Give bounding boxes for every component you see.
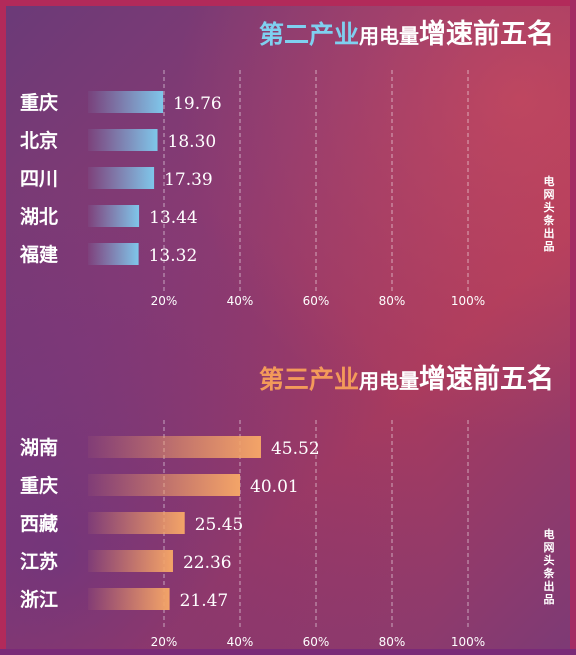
category-label: 四川 [20,168,58,190]
category-label: 浙江 [20,588,58,611]
title-highlight: 第三产业 [258,365,359,394]
x-tick-label: 20% [151,635,178,649]
bar [88,167,155,189]
category-label: 西藏 [20,512,58,535]
data-label: 45.52 [271,439,320,459]
data-label: 19.76 [173,94,222,114]
x-tick-label: 60% [303,294,330,308]
x-tick-label: 100% [451,635,485,649]
category-label: 重庆 [20,474,58,497]
x-tick-label: 80% [379,294,406,308]
data-label: 21.47 [180,591,229,611]
data-label: 18.30 [168,132,217,152]
frame-bottom [0,649,576,655]
x-tick-label: 60% [303,635,330,649]
watermark: 电网头条出品 [543,175,555,253]
bar [88,550,173,572]
chart-title-secondary-industry: 第二产业用电量增速前五名 [259,12,554,51]
bar [88,588,170,610]
data-label: 13.44 [149,208,198,228]
x-tick-label: 20% [151,294,178,308]
chart-title-tertiary-industry: 第三产业用电量增速前五名 [259,357,554,396]
bar [88,91,164,113]
frame-right [570,0,576,655]
bar [88,205,140,227]
title-mid: 用电量 [359,24,419,48]
category-label: 北京 [20,129,58,152]
title-big: 增速前五名 [419,19,554,50]
data-label: 17.39 [164,170,213,190]
bar [88,129,158,151]
title-mid: 用电量 [359,369,419,393]
data-label: 22.36 [183,553,232,573]
title-big: 增速前五名 [419,364,554,395]
x-tick-label: 100% [451,294,485,308]
category-label: 湖北 [20,206,58,228]
x-tick-label: 40% [227,635,254,649]
data-label: 40.01 [250,477,299,497]
category-label: 福建 [19,243,58,266]
bar [88,474,241,496]
data-label: 13.32 [149,246,198,266]
frame-top [0,0,576,6]
bar-chart-tertiary-industry: 20% 40% 60% 80% 100% 湖南 45.52 重庆 40.01 西藏 25.45 江苏 2… [20,420,485,649]
bar [88,436,261,458]
x-tick-label: 40% [227,294,254,308]
category-label: 江苏 [20,550,58,573]
bar-chart-secondary-industry: 20% 40% 60% 80% 100% 重庆 19.76 北京 18.30 四川 17.39 湖北 1… [19,70,485,308]
frame-left [0,0,6,655]
watermark: 电网头条出品 [543,528,555,606]
category-label: 重庆 [20,91,58,114]
bar [88,512,185,534]
bar [88,243,139,265]
title-highlight: 第二产业 [258,20,359,49]
data-label: 25.45 [195,515,244,535]
category-label: 湖南 [20,437,58,459]
x-tick-label: 80% [379,635,406,649]
